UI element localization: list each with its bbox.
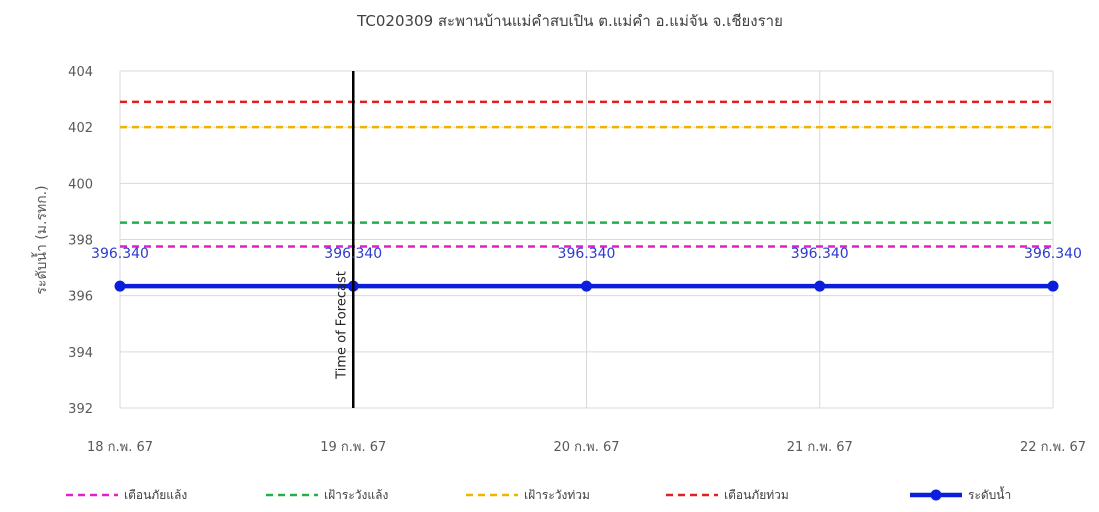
y-tick-label: 404: [68, 65, 93, 80]
forecast-label: Time of Forecast: [334, 271, 349, 380]
water-level-point: [1047, 280, 1059, 292]
data-label: 396.340: [558, 246, 616, 262]
water-level-point: [581, 280, 592, 292]
x-tick-label: 20 ก.พ. 67: [553, 440, 619, 455]
y-tick-label: 394: [68, 346, 93, 361]
y-tick-label: 402: [68, 121, 93, 136]
x-axis-ticks: 18 ก.พ. 67 19 ก.พ. 67 20 ก.พ. 67 21 ก.พ. 67…: [87, 440, 1086, 455]
y-axis-ticks: 392 394 396 398 400 402 404: [68, 65, 93, 417]
grid-lines: [119, 70, 1054, 409]
y-tick-label: 398: [68, 234, 93, 249]
y-axis-label: ระดับน้ำ (ม.รทก.): [31, 185, 50, 294]
y-tick-label: 392: [68, 402, 93, 417]
data-label: 396.340: [91, 246, 149, 262]
data-label: 396.340: [324, 246, 382, 262]
x-tick-label: 21 ก.พ. 67: [787, 440, 853, 455]
data-label: 396.340: [1024, 246, 1082, 262]
x-tick-label: 22 ก.พ. 67: [1020, 440, 1086, 455]
legend-label: เตือนภัยท่วม: [724, 488, 789, 502]
water-level-point: [814, 280, 826, 292]
legend: เตือนภัยแล้ง เฝ้าระวังแล้ง เฝ้าระวังท่วม เต…: [66, 486, 1011, 502]
legend-label: เตือนภัยแล้ง: [124, 488, 187, 502]
legend-label: เฝ้าระวังแล้ง: [324, 488, 388, 502]
series-lines: [114, 100, 1059, 292]
y-tick-label: 400: [68, 177, 93, 192]
data-label: 396.340: [791, 246, 849, 262]
legend-marker: [930, 489, 942, 501]
y-tick-label: 396: [68, 290, 93, 305]
data-labels: 396.340 396.340 396.340 396.340 396.340: [91, 246, 1082, 262]
water-level-point: [114, 280, 126, 292]
forecast-marker: Time of Forecast: [334, 71, 355, 408]
legend-label: ระดับน้ำ: [968, 486, 1011, 502]
chart-title: TC020309 สะพานบ้านแม่คำสบเปิน ต.แม่คำ อ.…: [356, 12, 783, 30]
legend-label: เฝ้าระวังท่วม: [524, 488, 590, 502]
x-tick-label: 19 ก.พ. 67: [320, 440, 386, 455]
x-tick-label: 18 ก.พ. 67: [87, 440, 153, 455]
